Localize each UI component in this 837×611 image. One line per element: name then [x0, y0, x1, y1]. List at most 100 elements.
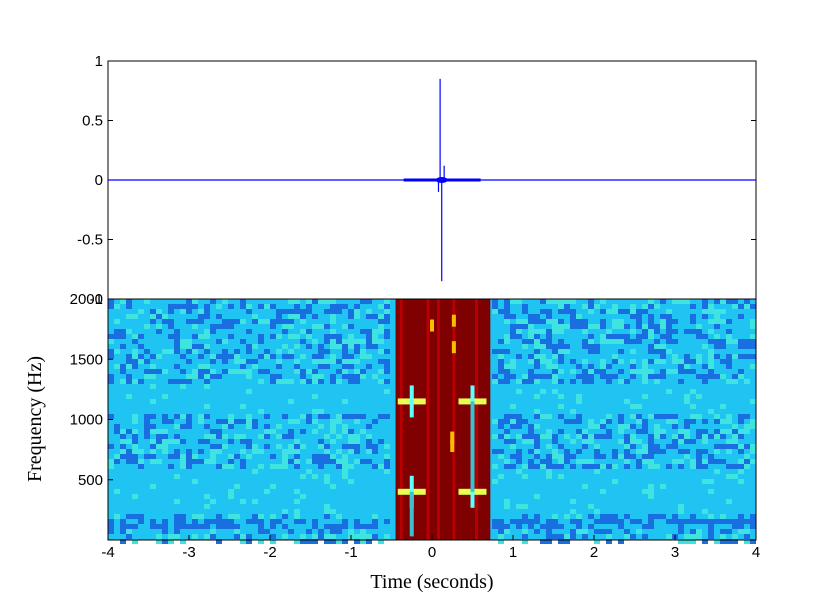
spectrogram-cell: [558, 464, 564, 469]
spectrogram-cell: [222, 349, 228, 354]
spectrogram-cell: [744, 459, 750, 464]
spectrogram-cell: [384, 389, 390, 394]
spectrogram-cell: [600, 364, 606, 369]
spectrogram-cell: [726, 449, 732, 454]
spectrogram-cell: [132, 524, 138, 529]
spectrogram-cell: [318, 349, 324, 354]
spectrogram-cell: [648, 334, 654, 339]
spectrogram-cell: [384, 329, 390, 334]
spectrogram-cell: [216, 339, 222, 344]
spectrogram-cell: [522, 309, 528, 314]
spectrogram-cell: [720, 529, 726, 534]
spectrogram-cell: [342, 399, 348, 404]
spectrogram-cell: [504, 364, 510, 369]
spectrogram-cell: [318, 414, 324, 419]
spectrogram-cell: [162, 519, 168, 524]
spectrogram-cell: [714, 419, 720, 424]
spectrogram-cell: [204, 524, 210, 529]
spectrogram-cell: [348, 434, 354, 439]
spectrogram-cell: [348, 314, 354, 319]
spectrogram-cell: [144, 454, 150, 459]
spectrogram-cell: [702, 309, 708, 314]
spectrogram-cell: [702, 334, 708, 339]
spectrogram-cell: [216, 354, 222, 359]
spectrogram-cell: [324, 459, 330, 464]
spectrogram-cell: [108, 524, 114, 529]
spectrogram-cell: [714, 374, 720, 379]
spectrogram-cell: [294, 299, 300, 304]
spectrogram-cell: [114, 459, 120, 464]
spectrogram-cell: [540, 414, 546, 419]
spectrogram-cell: [708, 514, 714, 519]
spectrogram-cell: [228, 454, 234, 459]
spectrogram-cell: [126, 379, 132, 384]
spectrogram-cell: [654, 444, 660, 449]
spectrogram-cell: [630, 364, 636, 369]
spectrogram-cell: [132, 444, 138, 449]
spectrogram-cell: [642, 394, 648, 399]
spectrogram-cell: [492, 374, 498, 379]
spectrogram-cell: [342, 459, 348, 464]
spectrogram-cell: [222, 424, 228, 429]
spectrogram-cell: [330, 374, 336, 379]
spectrogram-cell: [600, 489, 606, 494]
spectrogram-cell: [270, 319, 276, 324]
spectrogram-cell: [696, 429, 702, 434]
spectrogram-cell: [498, 454, 504, 459]
spectrogram-cell: [342, 454, 348, 459]
spectrogram-cell: [684, 424, 690, 429]
spectrogram-cell: [324, 414, 330, 419]
spectrogram-cell: [552, 379, 558, 384]
spectrogram-cell: [546, 364, 552, 369]
spectrogram-cell: [504, 429, 510, 434]
spectrogram-cell: [576, 324, 582, 329]
spectrogram-cell: [210, 444, 216, 449]
spectrogram-cell: [540, 459, 546, 464]
spectrogram-cell: [624, 449, 630, 454]
spectrogram-stripe: [426, 299, 430, 540]
spectrogram-cell: [162, 434, 168, 439]
spectrogram-cell: [654, 344, 660, 349]
spectrogram-cell: [246, 369, 252, 374]
spectrogram-cell: [576, 459, 582, 464]
spectrogram-cell: [702, 464, 708, 469]
spectrogram-cell: [618, 524, 624, 529]
spectrogram-cell: [108, 464, 114, 469]
spectrogram-cell: [558, 394, 564, 399]
spectrogram-cell: [324, 514, 330, 519]
spectrogram-cell: [204, 349, 210, 354]
spectrogram-cell: [120, 454, 126, 459]
spectrogram-cell: [222, 324, 228, 329]
spectrogram-cell: [606, 539, 612, 544]
spectrogram-cell: [618, 414, 624, 419]
spectrogram-cell: [312, 324, 318, 329]
spectrogram-cell: [612, 359, 618, 364]
spectrogram-cell: [234, 534, 240, 539]
spectrogram-cell: [630, 424, 636, 429]
spectrogram-cell: [744, 534, 750, 539]
spectrogram-cell: [558, 319, 564, 324]
spectrogram-cell: [546, 534, 552, 539]
spectrogram-cell: [288, 319, 294, 324]
spectrogram-cell: [672, 319, 678, 324]
spectrogram-cell: [228, 319, 234, 324]
spectrogram-cell: [750, 344, 756, 349]
spectrogram-cell: [522, 519, 528, 524]
spectrogram-cell: [702, 519, 708, 524]
spectrogram-cell: [654, 424, 660, 429]
spectrogram-cell: [612, 334, 618, 339]
spectrogram-cell: [648, 319, 654, 324]
spectrogram-cell: [600, 369, 606, 374]
spectrogram-cell: [540, 374, 546, 379]
spectrogram-cell: [162, 369, 168, 374]
spectrogram-stripe: [452, 299, 456, 540]
spectrogram-cell: [678, 299, 684, 304]
spectrogram-cell: [552, 534, 558, 539]
spectrogram-cell: [228, 514, 234, 519]
spectrogram-cell: [294, 519, 300, 524]
spectrogram-cell: [534, 454, 540, 459]
spectrogram-cell: [672, 439, 678, 444]
spectrogram-cell: [324, 474, 330, 479]
spectrogram-cell: [558, 404, 564, 409]
spectrogram-cell: [192, 374, 198, 379]
